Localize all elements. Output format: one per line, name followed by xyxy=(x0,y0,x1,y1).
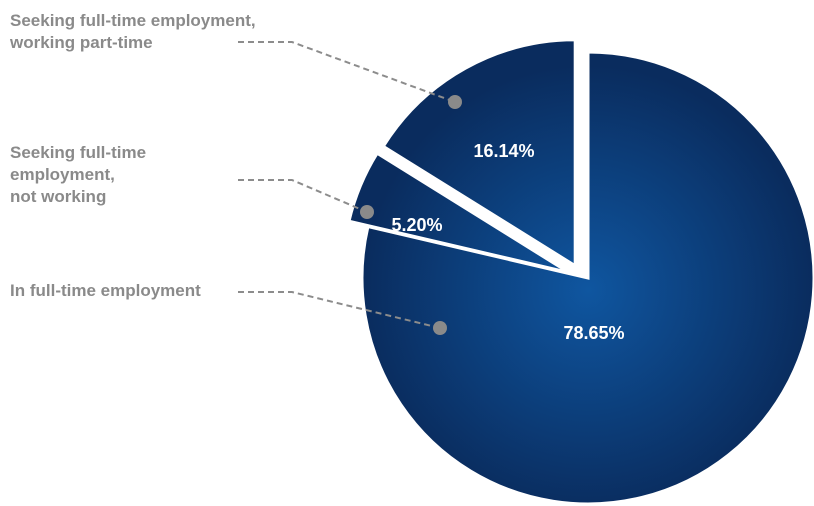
leader-line-2 xyxy=(238,179,368,213)
pie-slice-3 xyxy=(381,38,577,269)
pie-slice-2 xyxy=(347,151,570,275)
slice-category-label-line: Seeking full-time xyxy=(10,143,146,162)
slice-category-label-line: In full-time employment xyxy=(10,281,201,300)
slice-category-label-line: Seeking full-time employment, xyxy=(10,11,256,30)
leader-dot-2 xyxy=(360,205,374,219)
leader-line-1 xyxy=(238,291,441,329)
slices-layer xyxy=(347,38,814,506)
slice-value-label-1: 78.65% xyxy=(563,323,624,343)
leader-dot-3 xyxy=(448,95,462,109)
slice-value-label-2: 5.20% xyxy=(391,215,442,235)
slice-category-label-line: employment, xyxy=(10,165,115,184)
slice-category-label-line: working part-time xyxy=(9,33,153,52)
leader-line-3 xyxy=(238,41,456,103)
slice-category-label-line: not working xyxy=(10,187,106,206)
values-layer: 78.65% 5.20% 16.14% xyxy=(391,141,624,343)
callouts-layer: In full-time employment Seeking full-time… xyxy=(9,11,462,335)
slice-category-label-2: Seeking full-time employment, not working xyxy=(10,143,146,206)
slice-category-label-1: In full-time employment xyxy=(10,281,201,300)
leader-dot-1 xyxy=(433,321,447,335)
slice-value-label-3: 16.14% xyxy=(473,141,534,161)
slice-category-label-3: Seeking full-time employment, working par… xyxy=(9,11,256,52)
pie-slice-1 xyxy=(360,50,814,506)
